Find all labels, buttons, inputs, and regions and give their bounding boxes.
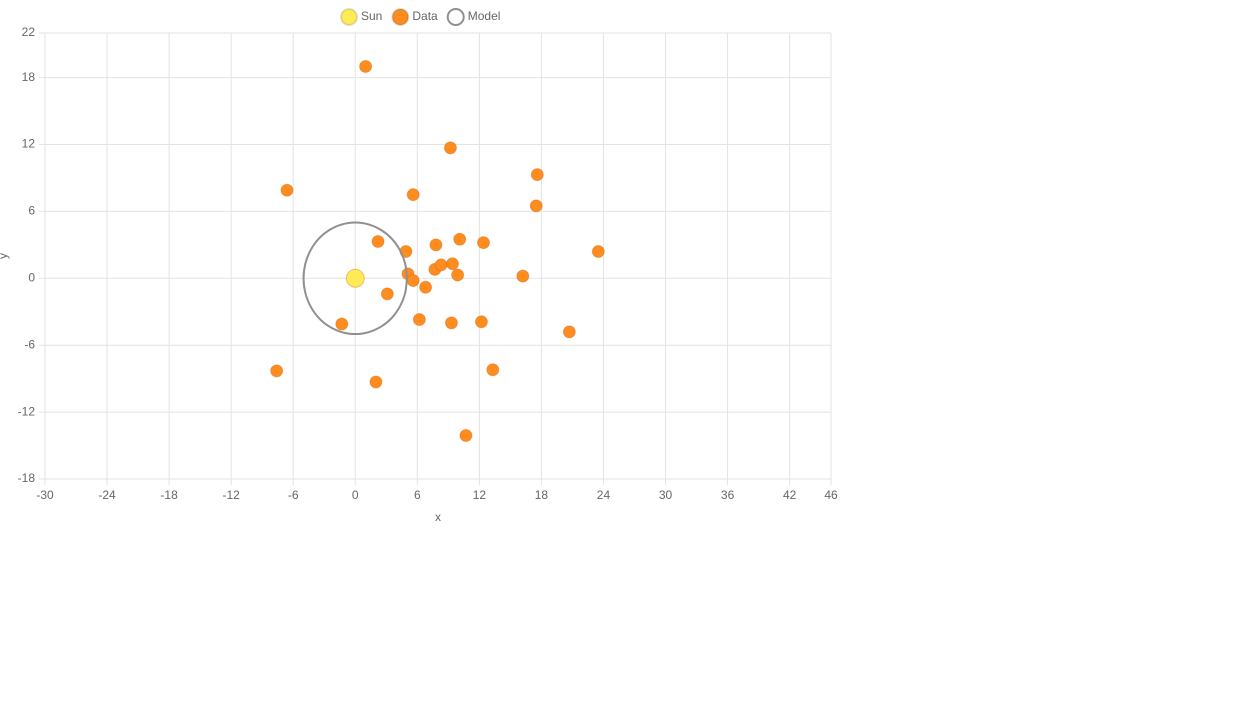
data-point (444, 316, 458, 330)
y-tick-label: 6 (28, 204, 35, 218)
x-tick-label: 24 (597, 488, 611, 502)
legend-swatch (391, 8, 410, 26)
legend-label: Sun (361, 9, 382, 23)
data-point (371, 235, 385, 249)
sun-point (345, 268, 365, 288)
data-point (429, 238, 443, 252)
data-point (412, 313, 426, 327)
y-tick-label: -6 (24, 337, 35, 351)
data-point (434, 258, 448, 272)
data-point (562, 325, 576, 339)
x-tick-label: -6 (288, 488, 299, 502)
data-point (530, 168, 544, 182)
x-tick-label: 36 (721, 488, 735, 502)
data-point (516, 269, 530, 283)
x-tick-label: 18 (535, 488, 549, 502)
data-point (380, 287, 394, 301)
data-point (359, 59, 373, 73)
x-tick-label: -30 (36, 488, 54, 502)
data-point (369, 375, 383, 389)
data-point (591, 245, 605, 259)
x-tick-label: -24 (98, 488, 116, 502)
data-point (443, 141, 457, 155)
x-axis-label: x (435, 510, 441, 524)
legend-item: Data (391, 8, 438, 26)
legend-swatch (340, 8, 358, 26)
data-point (419, 280, 433, 294)
x-tick-label: 42 (783, 488, 797, 502)
data-point (335, 317, 349, 331)
legend-item: Model (446, 8, 501, 26)
y-tick-label: -12 (18, 404, 36, 418)
data-point (445, 257, 459, 271)
data-point (406, 274, 420, 288)
legend-label: Data (412, 9, 438, 23)
legend-item: Sun (340, 8, 382, 26)
y-tick-label: 22 (22, 25, 36, 39)
x-tick-label: 12 (473, 488, 487, 502)
data-point (451, 268, 465, 282)
y-tick-label: 18 (22, 70, 36, 84)
x-tick-label: 46 (824, 488, 838, 502)
model-line (302, 221, 408, 336)
x-tick-label: 0 (352, 488, 359, 502)
y-tick-label: 12 (22, 137, 36, 151)
x-tick-label: 6 (414, 488, 421, 502)
y-tick-label: -18 (18, 471, 36, 485)
x-tick-label: -18 (160, 488, 178, 502)
data-point (529, 199, 543, 213)
data-point (459, 429, 473, 443)
y-tick-label: 0 (28, 270, 35, 284)
legend-swatch (446, 8, 465, 26)
data-point (486, 363, 500, 377)
data-point (270, 364, 284, 378)
data-point (453, 232, 467, 246)
data-point (474, 315, 488, 329)
x-tick-label: 30 (659, 488, 673, 502)
data-point (280, 183, 294, 197)
legend-label: Model (468, 9, 501, 23)
data-point (406, 188, 420, 202)
x-tick-label: -12 (222, 488, 240, 502)
y-axis-label: y (0, 253, 10, 259)
data-point (477, 236, 491, 250)
